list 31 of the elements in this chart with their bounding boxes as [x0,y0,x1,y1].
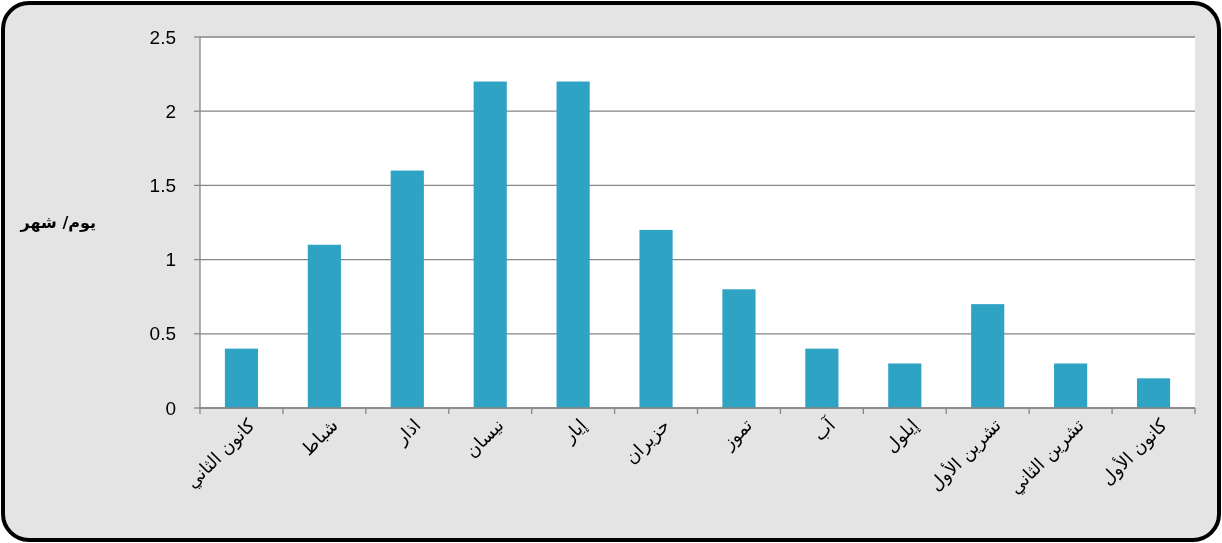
y-tick-label: 1 [165,249,176,271]
y-tick-label: 0.5 [149,323,176,345]
bar [971,304,1005,408]
bar [805,348,839,408]
bar [639,229,673,408]
x-tick-label: آب [808,413,840,445]
x-tick-label: شباط [296,414,342,460]
bar [1136,378,1171,408]
y-tick-label: 2 [165,100,176,122]
x-tick-label: حزيران [620,414,675,469]
x-tick-label: كانون الأول [1096,414,1172,490]
bar [888,363,922,408]
bar [1054,363,1088,408]
y-tick-label: 0 [165,397,176,419]
bar [556,81,590,408]
x-tick-label: إيلول [880,414,923,458]
y-axis-title: يوم/ شهر [19,213,96,232]
bar [224,348,259,408]
x-tick-label: تموز [717,414,757,455]
x-tick-label: كانون الثاني [181,414,260,493]
bar [722,289,756,408]
x-tick-label: تشرين الثاني [1004,414,1089,499]
x-tick-label: تشرين الأول [924,414,1006,496]
bar [307,244,341,408]
bar [473,81,507,408]
bar [390,170,424,408]
x-tick-label: إيار [557,414,591,448]
x-tick-label: نيسان [460,414,508,462]
x-tick-label: اذار [390,414,425,449]
y-tick-label: 2.5 [149,26,176,48]
y-tick-label: 1.5 [149,175,176,197]
